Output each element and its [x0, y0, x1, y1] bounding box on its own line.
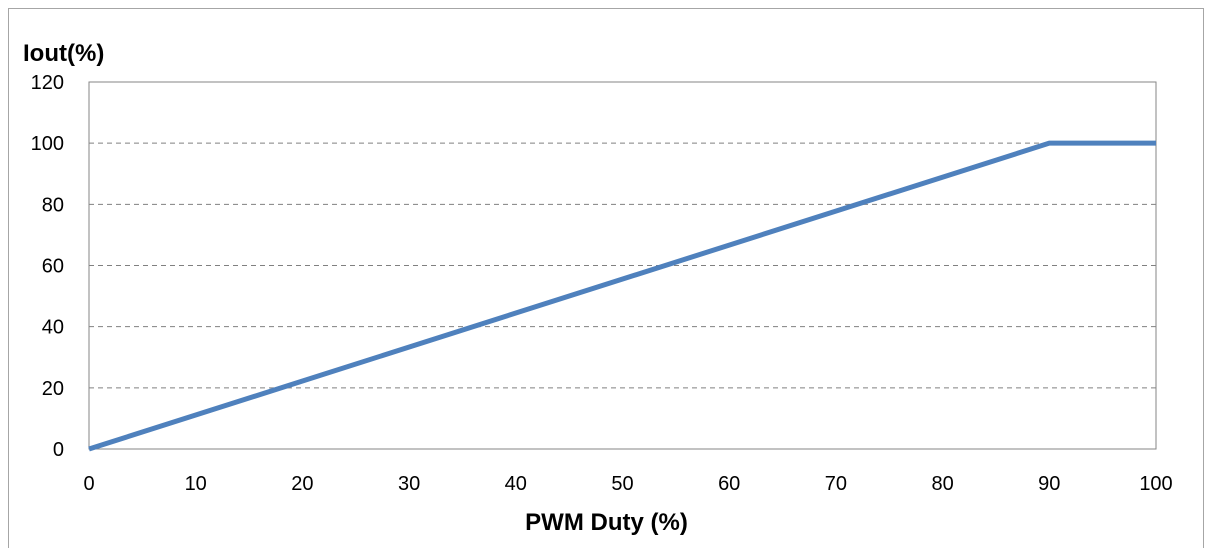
x-tick-label: 90 — [1038, 473, 1060, 495]
x-tick-label: 30 — [398, 473, 420, 495]
y-tick-label: 120 — [31, 72, 64, 94]
y-tick-label: 60 — [42, 256, 64, 278]
y-tick-label: 100 — [31, 133, 64, 155]
x-tick-label: 70 — [825, 473, 847, 495]
plot-area — [88, 81, 1157, 450]
x-tick-label: 20 — [291, 473, 313, 495]
x-tick-label: 50 — [611, 473, 633, 495]
series-layer — [88, 140, 1156, 452]
x-tick-label: 100 — [1139, 473, 1172, 495]
grid-layer — [89, 142, 1156, 389]
y-tick-label: 20 — [42, 378, 64, 400]
x-tick-label: 40 — [505, 473, 527, 495]
x-tick-label: 60 — [718, 473, 740, 495]
y-tick-labels: 0 20 40 60 80 100 120 — [31, 72, 64, 461]
x-tick-label: 80 — [931, 473, 953, 495]
y-tick-label: 40 — [42, 317, 64, 339]
y-tick-label: 0 — [53, 439, 64, 461]
y-axis-title: Iout(%) — [23, 40, 104, 67]
x-tick-labels: 0 10 20 30 40 50 60 70 80 90 100 — [83, 473, 1172, 495]
x-tick-label: 0 — [83, 473, 94, 495]
x-tick-label: 10 — [185, 473, 207, 495]
x-axis-title: PWM Duty (%) — [525, 509, 688, 536]
chart-frame — [8, 8, 1204, 548]
y-tick-label: 80 — [42, 194, 64, 216]
series-line-0 — [88, 140, 1156, 452]
